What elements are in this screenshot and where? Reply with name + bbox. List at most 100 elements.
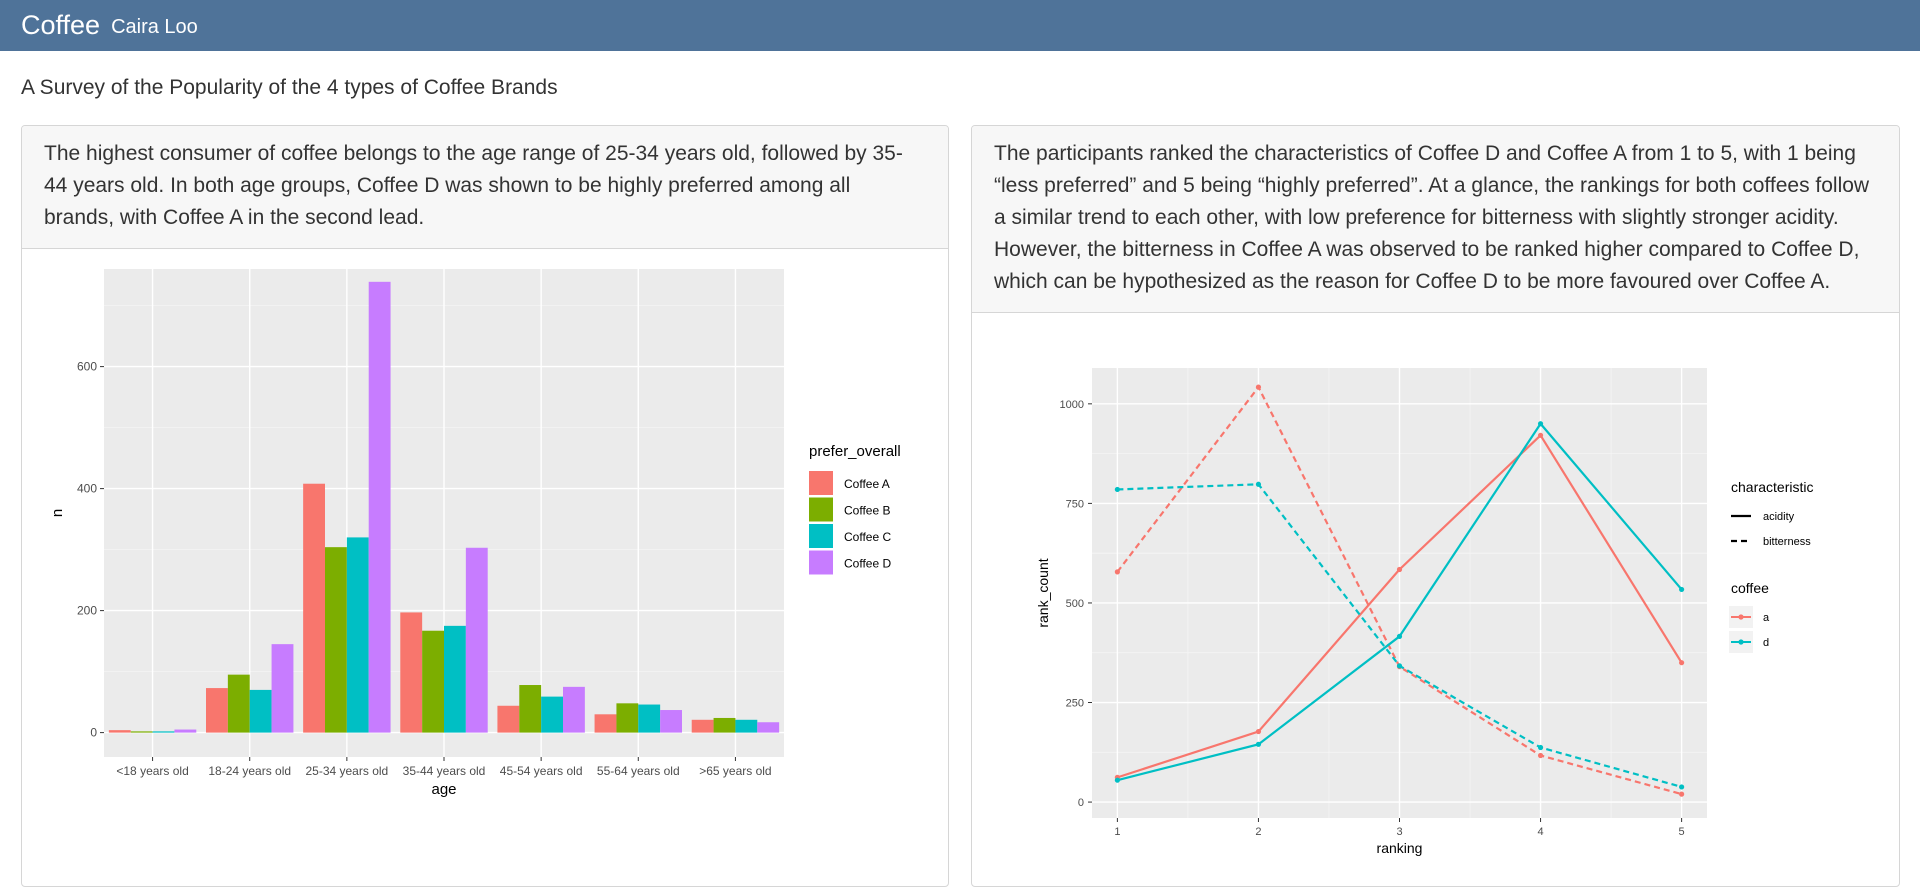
y-tick-label: 600 (77, 360, 97, 374)
bar (713, 717, 736, 733)
data-point (1679, 784, 1685, 790)
bar (368, 281, 391, 733)
x-tick-label: 45-54 years old (500, 764, 583, 778)
y-tick-label: 250 (1066, 698, 1084, 710)
legend-label: Coffee A (844, 477, 890, 491)
data-point (1679, 586, 1685, 593)
y-tick-label: 0 (90, 726, 97, 740)
legend-label: acidity (1763, 511, 1795, 523)
bar (174, 729, 197, 733)
data-point (1255, 741, 1262, 747)
legend-key (809, 497, 833, 522)
author-name: Caira Loo (111, 16, 198, 38)
bar (206, 688, 228, 733)
age-bar-chart-container: 0 200 400 600 <18 years old 18-24 years old 25… (22, 246, 948, 871)
data-point (1396, 663, 1403, 669)
x-tick-label: 4 (1537, 826, 1543, 838)
data-point (1255, 481, 1262, 487)
x-tick-label: 2 (1255, 826, 1261, 838)
x-tick-label: 5 (1679, 826, 1685, 838)
age-bar-chart: 0 200 400 600 <18 years old 18-24 years old 25… (49, 269, 901, 798)
legend-label: d (1763, 637, 1769, 649)
bar (563, 686, 585, 733)
bar (271, 644, 294, 733)
y-tick-label: 1000 (1060, 399, 1084, 411)
bar (638, 704, 661, 733)
x-axis-title: ranking (1377, 840, 1423, 856)
data-point (1537, 752, 1544, 759)
y-tick-label: 400 (77, 482, 97, 496)
y-tick-label: 200 (77, 604, 97, 618)
legend-label: Coffee C (844, 530, 891, 544)
legend-title: characteristic (1731, 479, 1813, 495)
app-title[interactable]: Coffee (21, 10, 101, 40)
data-point (1679, 660, 1685, 666)
x-tick-label: <18 years old (116, 764, 188, 778)
legend-title: coffee (1731, 580, 1769, 596)
bar (519, 685, 542, 733)
legend-label: Coffee D (844, 557, 891, 571)
age-preference-card: The highest consumer of coffee belongs t… (21, 125, 949, 887)
data-point (1537, 421, 1544, 427)
data-point (1396, 633, 1403, 640)
data-point (1255, 384, 1262, 390)
bar (444, 625, 466, 733)
y-axis-title: rank_count (1035, 558, 1051, 627)
ranking-description: The participants ranked the characterist… (972, 126, 1899, 313)
bar (660, 710, 682, 733)
legend-key (809, 550, 833, 575)
data-point (1114, 486, 1120, 493)
legend-label: a (1763, 612, 1770, 624)
y-axis-title: n (49, 509, 66, 517)
bar (735, 719, 758, 733)
x-tick-label: 3 (1396, 826, 1402, 838)
bar (400, 612, 423, 733)
ranking-card: The participants ranked the characterist… (971, 125, 1900, 887)
navbar: Coffee Caira Loo (0, 0, 1920, 51)
ranking-line-chart: 0 250 500 750 1000 1 2 3 4 5 ranking rank_count char… (1035, 368, 1813, 856)
page-subtitle: A Survey of the Popularity of the 4 type… (21, 76, 558, 99)
legend-key (809, 471, 833, 495)
bar (497, 705, 520, 733)
bar (422, 630, 444, 733)
legend-key-point (1738, 614, 1744, 620)
age-preference-description: The highest consumer of coffee belongs t… (22, 126, 948, 249)
bar (594, 714, 617, 733)
bar (303, 483, 325, 733)
bar (465, 547, 488, 733)
legend-title: prefer_overall (809, 443, 901, 460)
data-point (1679, 791, 1685, 797)
y-tick-label: 500 (1066, 598, 1084, 610)
data-point (1396, 566, 1403, 573)
bar (757, 722, 780, 733)
data-point (1255, 728, 1262, 735)
bar (325, 547, 347, 733)
data-point (1537, 744, 1544, 751)
y-tick-label: 750 (1066, 498, 1084, 510)
data-point (1537, 432, 1544, 438)
x-tick-label: 35-44 years old (403, 764, 486, 778)
bar (227, 674, 250, 733)
ranking-line-chart-container: 0 250 500 750 1000 1 2 3 4 5 ranking rank_count char… (972, 340, 1899, 886)
x-axis-title: age (431, 781, 456, 798)
legend-key (809, 524, 833, 548)
bar (691, 719, 714, 733)
x-tick-label: 18-24 years old (208, 764, 291, 778)
data-point (1114, 569, 1120, 575)
legend-label: bitterness (1763, 536, 1811, 548)
data-point (1114, 777, 1120, 783)
bar (108, 730, 131, 733)
x-tick-label: >65 years old (699, 764, 771, 778)
bar (249, 689, 272, 733)
bar (346, 537, 369, 733)
x-tick-label: 55-64 years old (597, 764, 680, 778)
y-tick-label: 0 (1078, 797, 1084, 809)
legend-key-point (1738, 639, 1744, 645)
legend-label: Coffee B (844, 504, 890, 518)
bar (541, 696, 563, 733)
x-tick-label: 25-34 years old (305, 764, 388, 778)
x-tick-label: 1 (1114, 826, 1120, 838)
bar (130, 731, 153, 733)
bar (616, 703, 639, 733)
bar (152, 731, 175, 733)
